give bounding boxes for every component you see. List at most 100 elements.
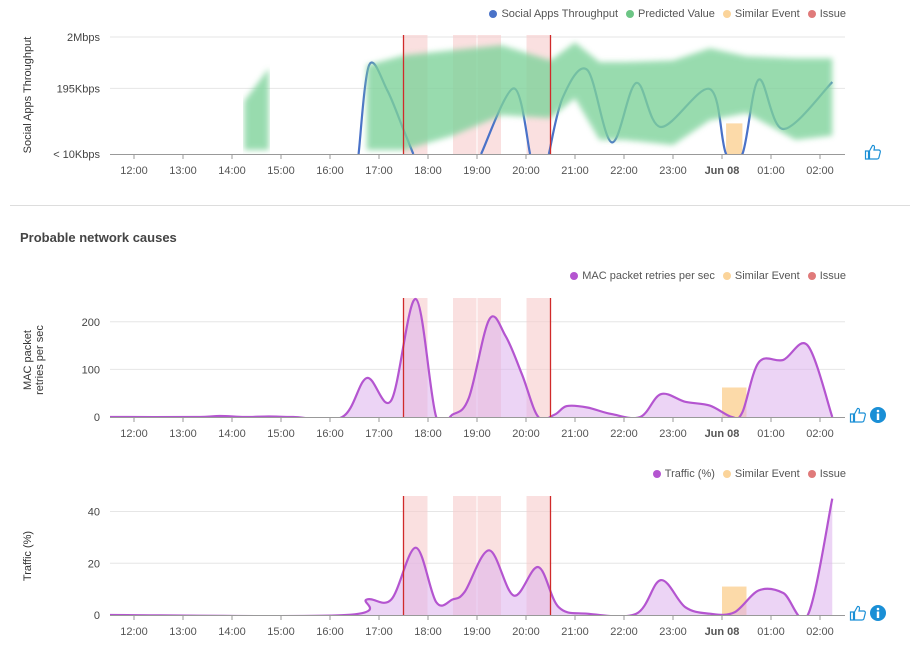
series-line xyxy=(110,498,834,615)
thumbs-up-icon[interactable] xyxy=(864,144,881,160)
legend-item[interactable]: Similar Event xyxy=(722,468,800,480)
legend-dot xyxy=(489,10,498,18)
x-tick-label: 02:00 xyxy=(806,428,834,440)
x-tick-label: 02:00 xyxy=(806,165,834,177)
legend-dot xyxy=(807,470,816,478)
x-tick-label: 17:00 xyxy=(365,165,393,177)
chart-legend: Traffic (%) Similar Event Issue xyxy=(652,468,846,480)
info-icon[interactable] xyxy=(870,605,886,621)
x-tick-label: 14:00 xyxy=(218,165,246,177)
x-tick-label: 12:00 xyxy=(120,626,148,638)
x-tick-label: 15:00 xyxy=(267,428,295,440)
chart-plot: 0 20 40 12:00 13:00 14:00 15:00 16:00 17:00 18:00… xyxy=(88,496,886,638)
x-tick-label: 21:00 xyxy=(561,626,589,638)
x-tick-label: 12:00 xyxy=(120,165,148,177)
x-tick-label: 22:00 xyxy=(610,626,638,638)
x-tick-label: 18:00 xyxy=(414,165,442,177)
chart-plot: 0 100 200 12:00 13:00 14:00 15:00 16:00 17:00 18:… xyxy=(82,297,886,440)
legend-label: Similar Event xyxy=(734,8,800,20)
thumbs-up-icon[interactable] xyxy=(849,605,866,621)
similar-event-region xyxy=(726,123,743,154)
legend-label: Traffic (%) xyxy=(664,468,715,480)
x-tick-label: Jun 08 xyxy=(705,428,740,440)
mac-retries-chart: MAC packet retries per sec Similar Event I… xyxy=(0,260,910,450)
x-tick-label: 19:00 xyxy=(463,626,491,638)
x-tick-label: 16:00 xyxy=(316,428,344,440)
y-tick-label: 2Mbps xyxy=(67,32,101,44)
x-tick-label: 16:00 xyxy=(316,165,344,177)
legend-item[interactable]: MAC packet retries per sec xyxy=(570,270,715,282)
x-tick-label: 14:00 xyxy=(218,626,246,638)
thumbs-up-icon[interactable] xyxy=(849,407,866,423)
y-tick-label: 0 xyxy=(94,610,100,622)
throughput-chart: Social Apps Throughput Predicted Value Sim… xyxy=(0,0,910,190)
x-tick-label: 15:00 xyxy=(267,165,295,177)
x-tick-label: 20:00 xyxy=(512,626,540,638)
legend-item[interactable]: Traffic (%) xyxy=(652,468,715,480)
legend-item[interactable]: Predicted Value xyxy=(626,8,715,20)
x-tick-label: 18:00 xyxy=(414,626,442,638)
legend-dot xyxy=(722,470,731,478)
series-line xyxy=(110,297,834,417)
predicted-value-band xyxy=(244,68,269,150)
x-tick-label: 18:00 xyxy=(414,428,442,440)
x-tick-label: 13:00 xyxy=(169,626,197,638)
y-tick-label: 100 xyxy=(82,364,100,376)
legend-item[interactable]: Issue xyxy=(807,8,846,20)
x-tick-label: 17:00 xyxy=(365,428,393,440)
legend-item[interactable]: Issue xyxy=(807,270,846,282)
x-tick-label: 19:00 xyxy=(463,165,491,177)
legend-label: Social Apps Throughput xyxy=(501,8,619,20)
traffic-chart: Traffic (%) Similar Event Issue Traffic (%)… xyxy=(0,458,910,648)
x-tick-label: 19:00 xyxy=(463,428,491,440)
legend-item[interactable]: Similar Event xyxy=(722,8,800,20)
legend-label: Predicted Value xyxy=(638,8,715,20)
chart-plot: < 10Kbps 195Kbps 2Mbps 12:00 13:00 14:00 15:00… xyxy=(53,32,881,177)
y-tick-label: < 10Kbps xyxy=(53,149,100,161)
x-tick-label: 21:00 xyxy=(561,428,589,440)
legend-label: Similar Event xyxy=(734,270,800,282)
chart-legend: Social Apps Throughput Predicted Value Sim… xyxy=(489,8,846,20)
y-tick-label: 200 xyxy=(82,317,100,329)
legend-label: Issue xyxy=(819,270,846,282)
y-tick-label: 0 xyxy=(94,412,100,424)
section-title: Probable network causes xyxy=(20,230,177,245)
legend-label: Similar Event xyxy=(734,468,800,480)
y-tick-label: 195Kbps xyxy=(57,83,101,95)
x-tick-label: 14:00 xyxy=(218,428,246,440)
x-tick-label: 23:00 xyxy=(659,165,687,177)
legend-dot xyxy=(807,10,816,18)
x-tick-label: 21:00 xyxy=(561,165,589,177)
legend-dot xyxy=(807,272,816,280)
legend-item[interactable]: Issue xyxy=(807,468,846,480)
x-tick-label: 12:00 xyxy=(120,428,148,440)
legend-label: Issue xyxy=(819,8,846,20)
issue-region xyxy=(526,298,550,417)
series-area xyxy=(110,498,833,615)
legend-dot xyxy=(570,272,579,280)
info-icon[interactable] xyxy=(870,407,886,423)
legend-label: Issue xyxy=(819,468,846,480)
x-tick-label: 13:00 xyxy=(169,165,197,177)
legend-item[interactable]: Similar Event xyxy=(722,270,800,282)
x-tick-label: Jun 08 xyxy=(705,626,740,638)
x-tick-label: 22:00 xyxy=(610,165,638,177)
section-divider xyxy=(10,205,910,206)
x-tick-label: 20:00 xyxy=(512,428,540,440)
legend-dot xyxy=(722,10,731,18)
legend-label: MAC packet retries per sec xyxy=(582,270,715,282)
y-tick-label: 20 xyxy=(88,558,100,570)
x-tick-label: 01:00 xyxy=(757,165,785,177)
x-tick-label: 01:00 xyxy=(757,626,785,638)
legend-dot xyxy=(626,10,635,18)
x-tick-label: 02:00 xyxy=(806,626,834,638)
x-tick-label: 17:00 xyxy=(365,626,393,638)
legend-item[interactable]: Social Apps Throughput xyxy=(489,8,618,20)
issue-region xyxy=(453,298,477,417)
x-tick-label: 01:00 xyxy=(757,428,785,440)
legend-dot xyxy=(652,470,661,478)
x-tick-label: 15:00 xyxy=(267,626,295,638)
y-tick-label: 40 xyxy=(88,507,100,519)
x-tick-label: 22:00 xyxy=(610,428,638,440)
x-tick-label: 13:00 xyxy=(169,428,197,440)
